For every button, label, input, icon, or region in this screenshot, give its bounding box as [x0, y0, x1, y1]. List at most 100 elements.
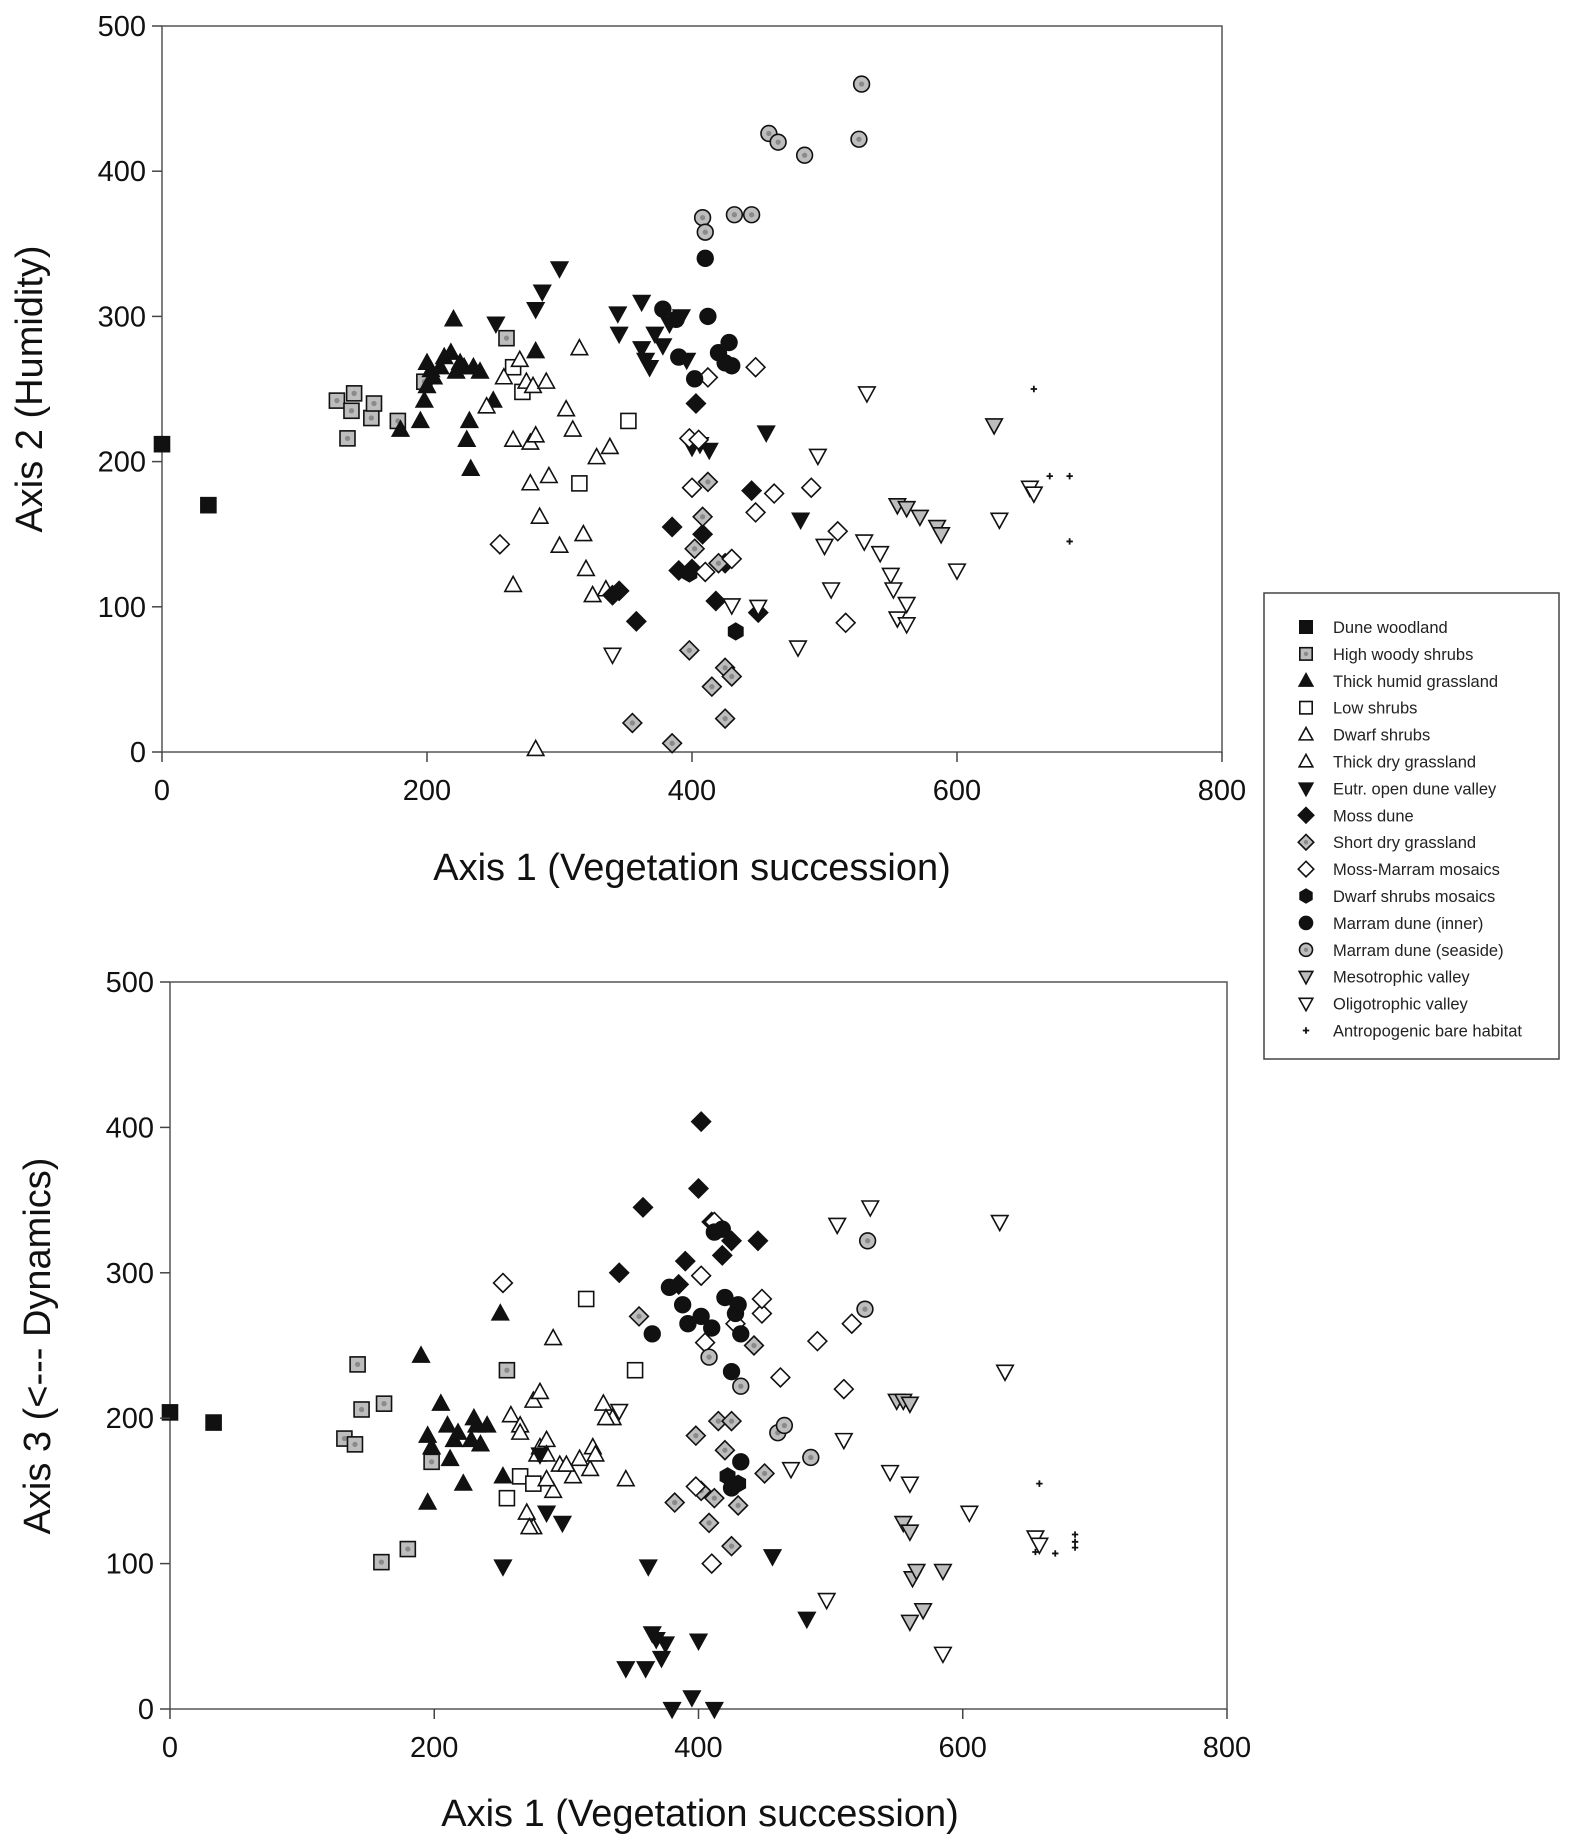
data-point — [721, 665, 743, 688]
data-point — [716, 1288, 734, 1307]
data-point — [1052, 1550, 1059, 1557]
x-axis-label: Axis 1 (Vegetation succession) — [441, 1793, 959, 1835]
data-point — [900, 1476, 920, 1494]
legend-item-thick-dry-grassland: Thick dry grassland — [1297, 752, 1476, 772]
ticks: 0 200 400 600 800 0 100 200 300 400 500 — [98, 11, 1247, 807]
data-point — [827, 1217, 847, 1236]
data-point — [510, 349, 530, 368]
data-point — [732, 1325, 750, 1343]
legend-label: Oligotrophic valley — [1333, 996, 1469, 1014]
legend-item-short-dry-grassland: Short dry grassland — [1297, 833, 1476, 852]
data-point — [883, 582, 904, 600]
series-dwarf-shrubs-mosaics — [681, 564, 744, 641]
data-point — [517, 1502, 537, 1520]
legend-label: Thick dry grassland — [1333, 754, 1476, 772]
series-marram-dune-inner — [643, 1220, 750, 1497]
data-point — [931, 527, 951, 545]
legend-marker — [1298, 942, 1314, 958]
data-point — [692, 506, 714, 528]
data-point — [345, 385, 363, 402]
series-oligotrophic-valley — [609, 1200, 1049, 1665]
series-marram-dune-inner — [654, 249, 741, 388]
legend-label: Antropogenic bare habitat — [1333, 1023, 1522, 1041]
legend-label: Low shrubs — [1333, 700, 1417, 718]
data-point — [1032, 1548, 1039, 1556]
data-point — [814, 538, 835, 557]
data-point — [1030, 385, 1038, 393]
x-tick-label: 400 — [674, 1732, 722, 1764]
data-point — [692, 523, 714, 545]
data-point — [543, 1480, 563, 1499]
legend-item-marram-dune-inner: Marram dune (inner) — [1298, 915, 1483, 933]
data-point — [636, 1661, 656, 1679]
legend-label: Marram dune (inner) — [1333, 915, 1483, 933]
data-point — [526, 301, 546, 320]
series-marram-dune-seaside — [693, 75, 871, 241]
data-point — [817, 1592, 837, 1611]
data-point — [470, 1434, 491, 1452]
legend-item-mesotrophic-valley: Mesotrophic valley — [1297, 969, 1470, 987]
x-tick-label: 600 — [939, 1732, 987, 1764]
data-point — [1029, 1537, 1049, 1555]
series-short-dry-grassland — [628, 1305, 776, 1557]
data-point — [913, 1602, 933, 1621]
data-point — [536, 371, 556, 389]
legend-label: Mesotrophic valley — [1333, 969, 1470, 987]
data-point — [1071, 1544, 1079, 1551]
series-thick-dry-grassland — [510, 338, 603, 757]
data-point — [498, 1489, 516, 1507]
data-point — [526, 340, 546, 359]
data-point — [674, 1250, 696, 1272]
data-point — [600, 436, 620, 455]
data-point — [697, 471, 719, 493]
data-point — [655, 1636, 676, 1654]
data-point — [701, 676, 723, 698]
data-point — [827, 520, 849, 542]
data-point — [577, 1290, 595, 1308]
legend-label: Thick humid grassland — [1333, 673, 1498, 691]
data-point — [339, 430, 356, 447]
data-point — [984, 418, 1004, 436]
data-point — [530, 1447, 550, 1465]
data-point — [660, 1278, 679, 1297]
data-point — [498, 1361, 516, 1379]
data-point — [703, 1319, 721, 1337]
data-point — [681, 477, 703, 499]
legend-item-dwarf-shrubs-mosaics: Dwarf shrubs mosaics — [1299, 888, 1495, 906]
data-point — [870, 545, 890, 564]
data-point — [543, 1327, 563, 1346]
data-point — [687, 1177, 710, 1199]
data-point — [453, 1473, 473, 1491]
data-point — [711, 1244, 733, 1266]
data-points — [153, 75, 1073, 757]
data-point — [670, 348, 688, 366]
data-point — [714, 1439, 736, 1461]
x-tick-label: 0 — [162, 1732, 178, 1764]
data-point — [520, 473, 540, 491]
data-point — [704, 1701, 724, 1720]
legend-items: Dune woodland High woody shrubs Thick humi… — [1297, 619, 1522, 1041]
data-point — [756, 425, 776, 443]
legend-label: Dune woodland — [1333, 619, 1448, 637]
legend-item-dune-woodland: Dune woodland — [1299, 619, 1448, 637]
data-point — [897, 596, 917, 615]
data-point — [556, 399, 576, 417]
data-point — [860, 1200, 880, 1218]
series-mesotrophic-valley — [887, 418, 1004, 545]
data-point — [365, 395, 383, 412]
data-point — [897, 617, 917, 635]
data-point — [727, 622, 744, 641]
y-axis-label: Axis 2 (Humidity) — [9, 245, 51, 532]
data-point — [461, 1429, 481, 1448]
data-point — [609, 326, 629, 345]
data-point — [410, 410, 430, 429]
data-point — [858, 1232, 877, 1250]
data-point — [679, 1315, 697, 1333]
legend-item-low-shrubs: Low shrubs — [1299, 700, 1417, 718]
data-point — [732, 1453, 750, 1471]
data-point — [933, 1563, 953, 1582]
data-point — [900, 1524, 920, 1542]
data-point — [390, 419, 411, 437]
data-point — [880, 1464, 900, 1483]
data-point — [571, 475, 588, 492]
